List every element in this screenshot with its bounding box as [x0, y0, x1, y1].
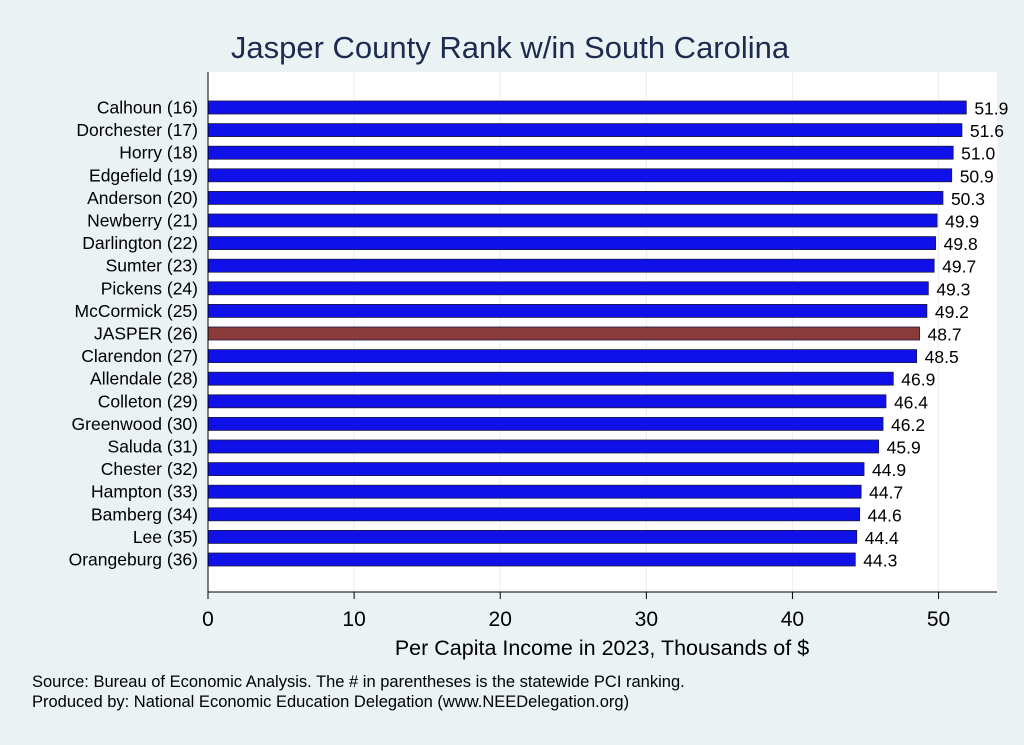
- bar: [207, 484, 862, 499]
- category-label: Anderson (20): [87, 188, 198, 208]
- category-label: Horry (18): [119, 143, 198, 163]
- category-label: Hampton (33): [91, 482, 198, 502]
- value-label: 49.2: [935, 302, 969, 322]
- category-label: Newberry (21): [87, 211, 198, 231]
- bar: [207, 123, 963, 137]
- value-label: 51.9: [974, 99, 1008, 119]
- value-label: 51.0: [961, 144, 995, 164]
- category-label: Pickens (24): [101, 278, 198, 298]
- x-tick-label: 10: [342, 608, 365, 631]
- x-axis-ticks: 0 10 20 30 40 50: [202, 592, 950, 631]
- category-label: Orangeburg (36): [69, 550, 198, 570]
- value-label: 44.6: [868, 505, 902, 525]
- producer-note: Produced by: National Economic Education…: [32, 693, 630, 711]
- value-label: 46.9: [901, 370, 935, 390]
- category-label: Allendale (28): [90, 369, 198, 389]
- bar: [207, 552, 856, 567]
- category-label: McCormick (25): [75, 301, 198, 321]
- bar: [207, 303, 928, 318]
- value-label: 50.9: [960, 166, 994, 186]
- category-label: Saluda (31): [108, 437, 198, 457]
- x-tick-label: 50: [927, 608, 950, 631]
- bar: [207, 507, 861, 522]
- bars: [207, 100, 967, 567]
- bar: [207, 281, 929, 296]
- value-label: 44.9: [872, 460, 906, 480]
- x-tick-label: 20: [489, 608, 512, 631]
- value-label: 49.7: [942, 257, 976, 277]
- bar: [207, 236, 937, 251]
- bar: [207, 416, 884, 431]
- category-labels: Calhoun (16)Dorchester (17) Horry (18)Edg…: [69, 98, 198, 570]
- value-label: 50.3: [951, 189, 985, 209]
- value-label: 46.4: [894, 392, 928, 412]
- bar: [207, 371, 894, 386]
- category-label: Clarendon (27): [81, 346, 198, 366]
- bar: [207, 530, 858, 544]
- value-label: 44.7: [869, 483, 903, 503]
- bar: [207, 100, 967, 115]
- bar: [207, 168, 953, 183]
- bar: [207, 326, 920, 341]
- value-label: 46.2: [891, 415, 925, 435]
- bar: [207, 349, 918, 364]
- value-label: 44.3: [863, 551, 897, 571]
- bar: [207, 213, 938, 228]
- bar: [207, 439, 880, 454]
- value-label: 49.3: [936, 279, 970, 299]
- bar: [207, 258, 935, 273]
- category-label: Greenwood (30): [72, 414, 198, 434]
- category-label: Edgefield (19): [89, 165, 198, 185]
- value-label: 51.6: [970, 121, 1004, 141]
- bar: [207, 394, 887, 409]
- value-labels: 51.951.6 51.050.9 50.3 49.949.8 49.749.3 49.2…: [863, 99, 1008, 571]
- bar: [207, 462, 865, 477]
- category-label: Lee (35): [133, 527, 198, 547]
- category-label: JASPER (26): [94, 324, 198, 344]
- category-label: Calhoun (16): [97, 98, 198, 118]
- x-tick-label: 30: [635, 608, 658, 631]
- x-tick-label: 40: [781, 608, 804, 631]
- x-axis-title: Per Capita Income in 2023, Thousands of …: [395, 636, 809, 660]
- category-label: Chester (32): [101, 459, 198, 479]
- value-label: 49.9: [945, 212, 979, 232]
- value-label: 45.9: [887, 438, 921, 458]
- bar: [207, 190, 944, 205]
- category-label: Darlington (22): [82, 233, 198, 253]
- x-tick-label: 0: [202, 608, 214, 631]
- category-label: Bamberg (34): [91, 504, 198, 524]
- value-label: 48.5: [925, 347, 959, 367]
- category-label: Dorchester (17): [76, 120, 198, 140]
- value-label: 49.8: [944, 234, 978, 254]
- chart-title: Jasper County Rank w/in South Carolina: [231, 30, 790, 65]
- source-note: Source: Bureau of Economic Analysis. The…: [32, 673, 685, 691]
- value-label: 44.4: [865, 528, 899, 548]
- category-label: Sumter (23): [106, 256, 198, 276]
- category-label: Colleton (29): [98, 391, 198, 411]
- bar: [207, 145, 954, 160]
- value-label: 48.7: [928, 325, 962, 345]
